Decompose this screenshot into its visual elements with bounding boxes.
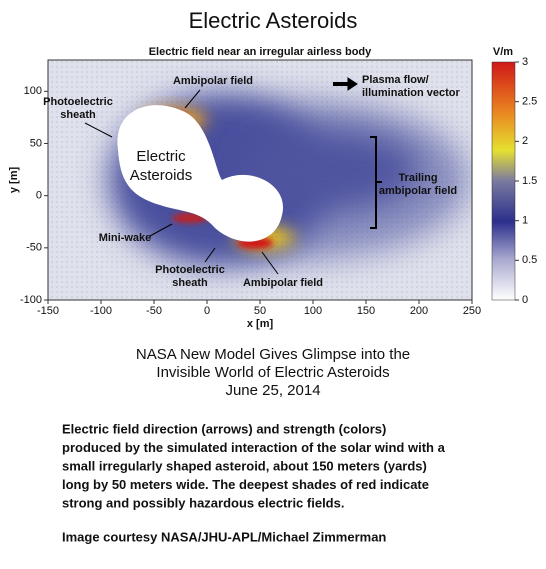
annotation: illumination vector (362, 87, 461, 99)
colorbar-label: V/m (493, 46, 513, 58)
annotation: Ambipolar field (173, 75, 253, 87)
figure-title: Electric field near an irregular airless… (149, 46, 372, 58)
colorbar-tick-label: 2 (522, 135, 528, 147)
credit: Image courtesy NASA/JHU-APL/Michael Zimm… (62, 529, 386, 544)
y-tick-label: 50 (30, 137, 42, 149)
annotation-pointers (84, 77, 382, 275)
annotation: ambipolar field (379, 185, 457, 197)
caption-line: Electric field direction (arrows) and st… (62, 421, 386, 436)
colorbar-tick-label: 3 (522, 56, 528, 68)
colorbar-tick-label: 0 (522, 294, 528, 306)
x-tick-label: 100 (304, 305, 322, 317)
annotation: Plasma flow/ (362, 74, 429, 86)
annotation: Photoelectric (43, 96, 113, 108)
y-axis-label: y [m] (8, 167, 20, 194)
x-axis-label: x [m] (247, 318, 274, 330)
caption-line: strong and possibly hazardous electric f… (62, 495, 344, 510)
y-tick-label: -100 (20, 294, 42, 306)
x-tick-label: 150 (357, 305, 375, 317)
colorbar (491, 61, 516, 301)
headline: June 25, 2014 (225, 382, 320, 399)
x-tick-label: 200 (410, 305, 428, 317)
colorbar-tick-label: 2.5 (522, 96, 537, 108)
headline: NASA New Model Gives Glimpse into the (136, 346, 410, 363)
caption-line: small irregularly shaped asteroid, about… (62, 458, 427, 473)
x-tick-label: 50 (254, 305, 266, 317)
annotation: Mini-wake (99, 232, 152, 244)
x-tick-label: 250 (463, 305, 481, 317)
asteroid (117, 105, 284, 242)
x-tick-label: -50 (146, 305, 162, 317)
colorbar-tick-label: 1.5 (522, 175, 537, 187)
annotation: Photoelectric (155, 264, 225, 276)
colorbar-tick-label: 0.5 (522, 254, 537, 266)
y-tick-label: -50 (26, 242, 42, 254)
annotation: sheath (172, 277, 208, 289)
headline: Invisible World of Electric Asteroids (156, 364, 389, 381)
field-map (48, 60, 472, 300)
colorbar-tick-label: 1 (522, 215, 528, 227)
x-tick-label: 0 (204, 305, 210, 317)
y-tick-label: 100 (24, 85, 42, 97)
annotation: Ambipolar field (243, 277, 323, 289)
body-label: Asteroids (130, 167, 193, 184)
caption-line: long by 50 meters wide. The deepest shad… (62, 477, 429, 492)
annotation: sheath (60, 109, 96, 121)
title: Electric Asteroids (189, 8, 358, 33)
body-label: Electric (136, 148, 186, 165)
caption-line: produced by the simulated interaction of… (62, 440, 446, 455)
annotation: Trailing (398, 172, 437, 184)
x-tick-label: -150 (37, 305, 59, 317)
x-tick-label: -100 (90, 305, 112, 317)
y-tick-label: 0 (36, 190, 42, 202)
